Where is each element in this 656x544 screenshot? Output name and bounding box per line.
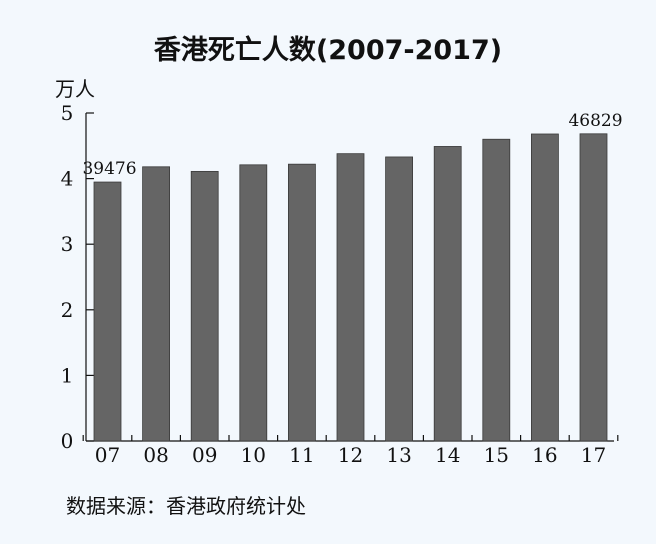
bar: [239, 164, 268, 442]
x-tick-label: 11: [289, 443, 314, 467]
x-tick-label: 10: [241, 443, 266, 467]
bar: [385, 156, 414, 442]
y-tick-label: 0: [61, 429, 74, 453]
bar: [579, 133, 608, 442]
x-tick-label: 14: [435, 443, 460, 467]
bar: [433, 146, 462, 442]
y-tick-label: 5: [61, 101, 74, 125]
bar: [190, 170, 219, 442]
x-tick-label: 09: [192, 443, 217, 467]
x-tick-label: 13: [386, 443, 411, 467]
x-tick-label: 12: [338, 443, 363, 467]
x-tick-label: 08: [143, 443, 168, 467]
source-note: 数据来源：香港政府统计处: [66, 494, 306, 518]
y-tick-label: 1: [61, 363, 74, 387]
bar: [93, 181, 122, 442]
y-tick-label: 3: [61, 232, 74, 256]
bar: [531, 133, 559, 442]
data-label: 46829: [568, 111, 622, 131]
x-tick-label: 15: [484, 443, 509, 467]
bar: [482, 138, 511, 442]
y-tick-label: 2: [61, 298, 74, 322]
x-tick-label: 17: [581, 443, 606, 467]
bar: [336, 153, 365, 442]
chart-title: 香港死亡人数(2007-2017): [153, 35, 503, 66]
bar: [287, 163, 316, 442]
y-unit-label: 万人: [55, 77, 95, 101]
x-tick-label: 16: [532, 443, 557, 467]
bar: [142, 166, 171, 442]
x-tick-label: 07: [95, 443, 120, 467]
y-tick-label: 4: [61, 167, 74, 191]
data-label: 39476: [82, 159, 136, 179]
